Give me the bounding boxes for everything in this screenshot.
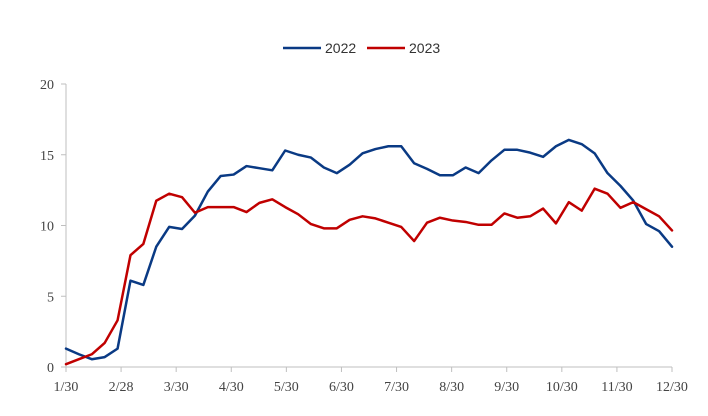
legend-label: 2022 [325,40,356,56]
y-tick-label: 15 [40,149,54,164]
x-tick-label: 11/30 [601,380,632,395]
series-line-2022 [64,138,674,361]
x-tick-label: 5/30 [274,380,299,395]
y-tick-label: 0 [47,361,54,376]
x-tick-label: 12/30 [656,380,688,395]
x-tick-label: 7/30 [384,380,409,395]
y-tick-label: 20 [40,78,54,93]
legend: 2022 2023 [283,40,440,56]
legend-item-2023: 2023 [367,40,440,56]
series-line-2023 [64,187,674,366]
legend-label: 2023 [409,40,440,56]
x-tick-label: 4/30 [219,380,244,395]
x-tick-label: 8/30 [439,380,464,395]
x-tick-label: 1/30 [54,380,79,395]
x-tick-label: 6/30 [329,380,354,395]
series-layer [64,138,674,366]
x-tick-label: 2/28 [109,380,134,395]
legend-item-2022: 2022 [283,40,356,56]
y-axis: 0 5 10 15 20 [40,78,67,376]
x-tick-label: 9/30 [494,380,519,395]
x-tick-label: 10/30 [546,380,578,395]
y-tick-label: 5 [47,290,54,305]
x-tick-label: 3/30 [164,380,189,395]
y-tick-label: 10 [40,220,54,235]
x-axis: 1/30 2/28 3/30 4/30 5/30 6/30 7/30 8/30 9/30 10/3… [54,366,688,395]
